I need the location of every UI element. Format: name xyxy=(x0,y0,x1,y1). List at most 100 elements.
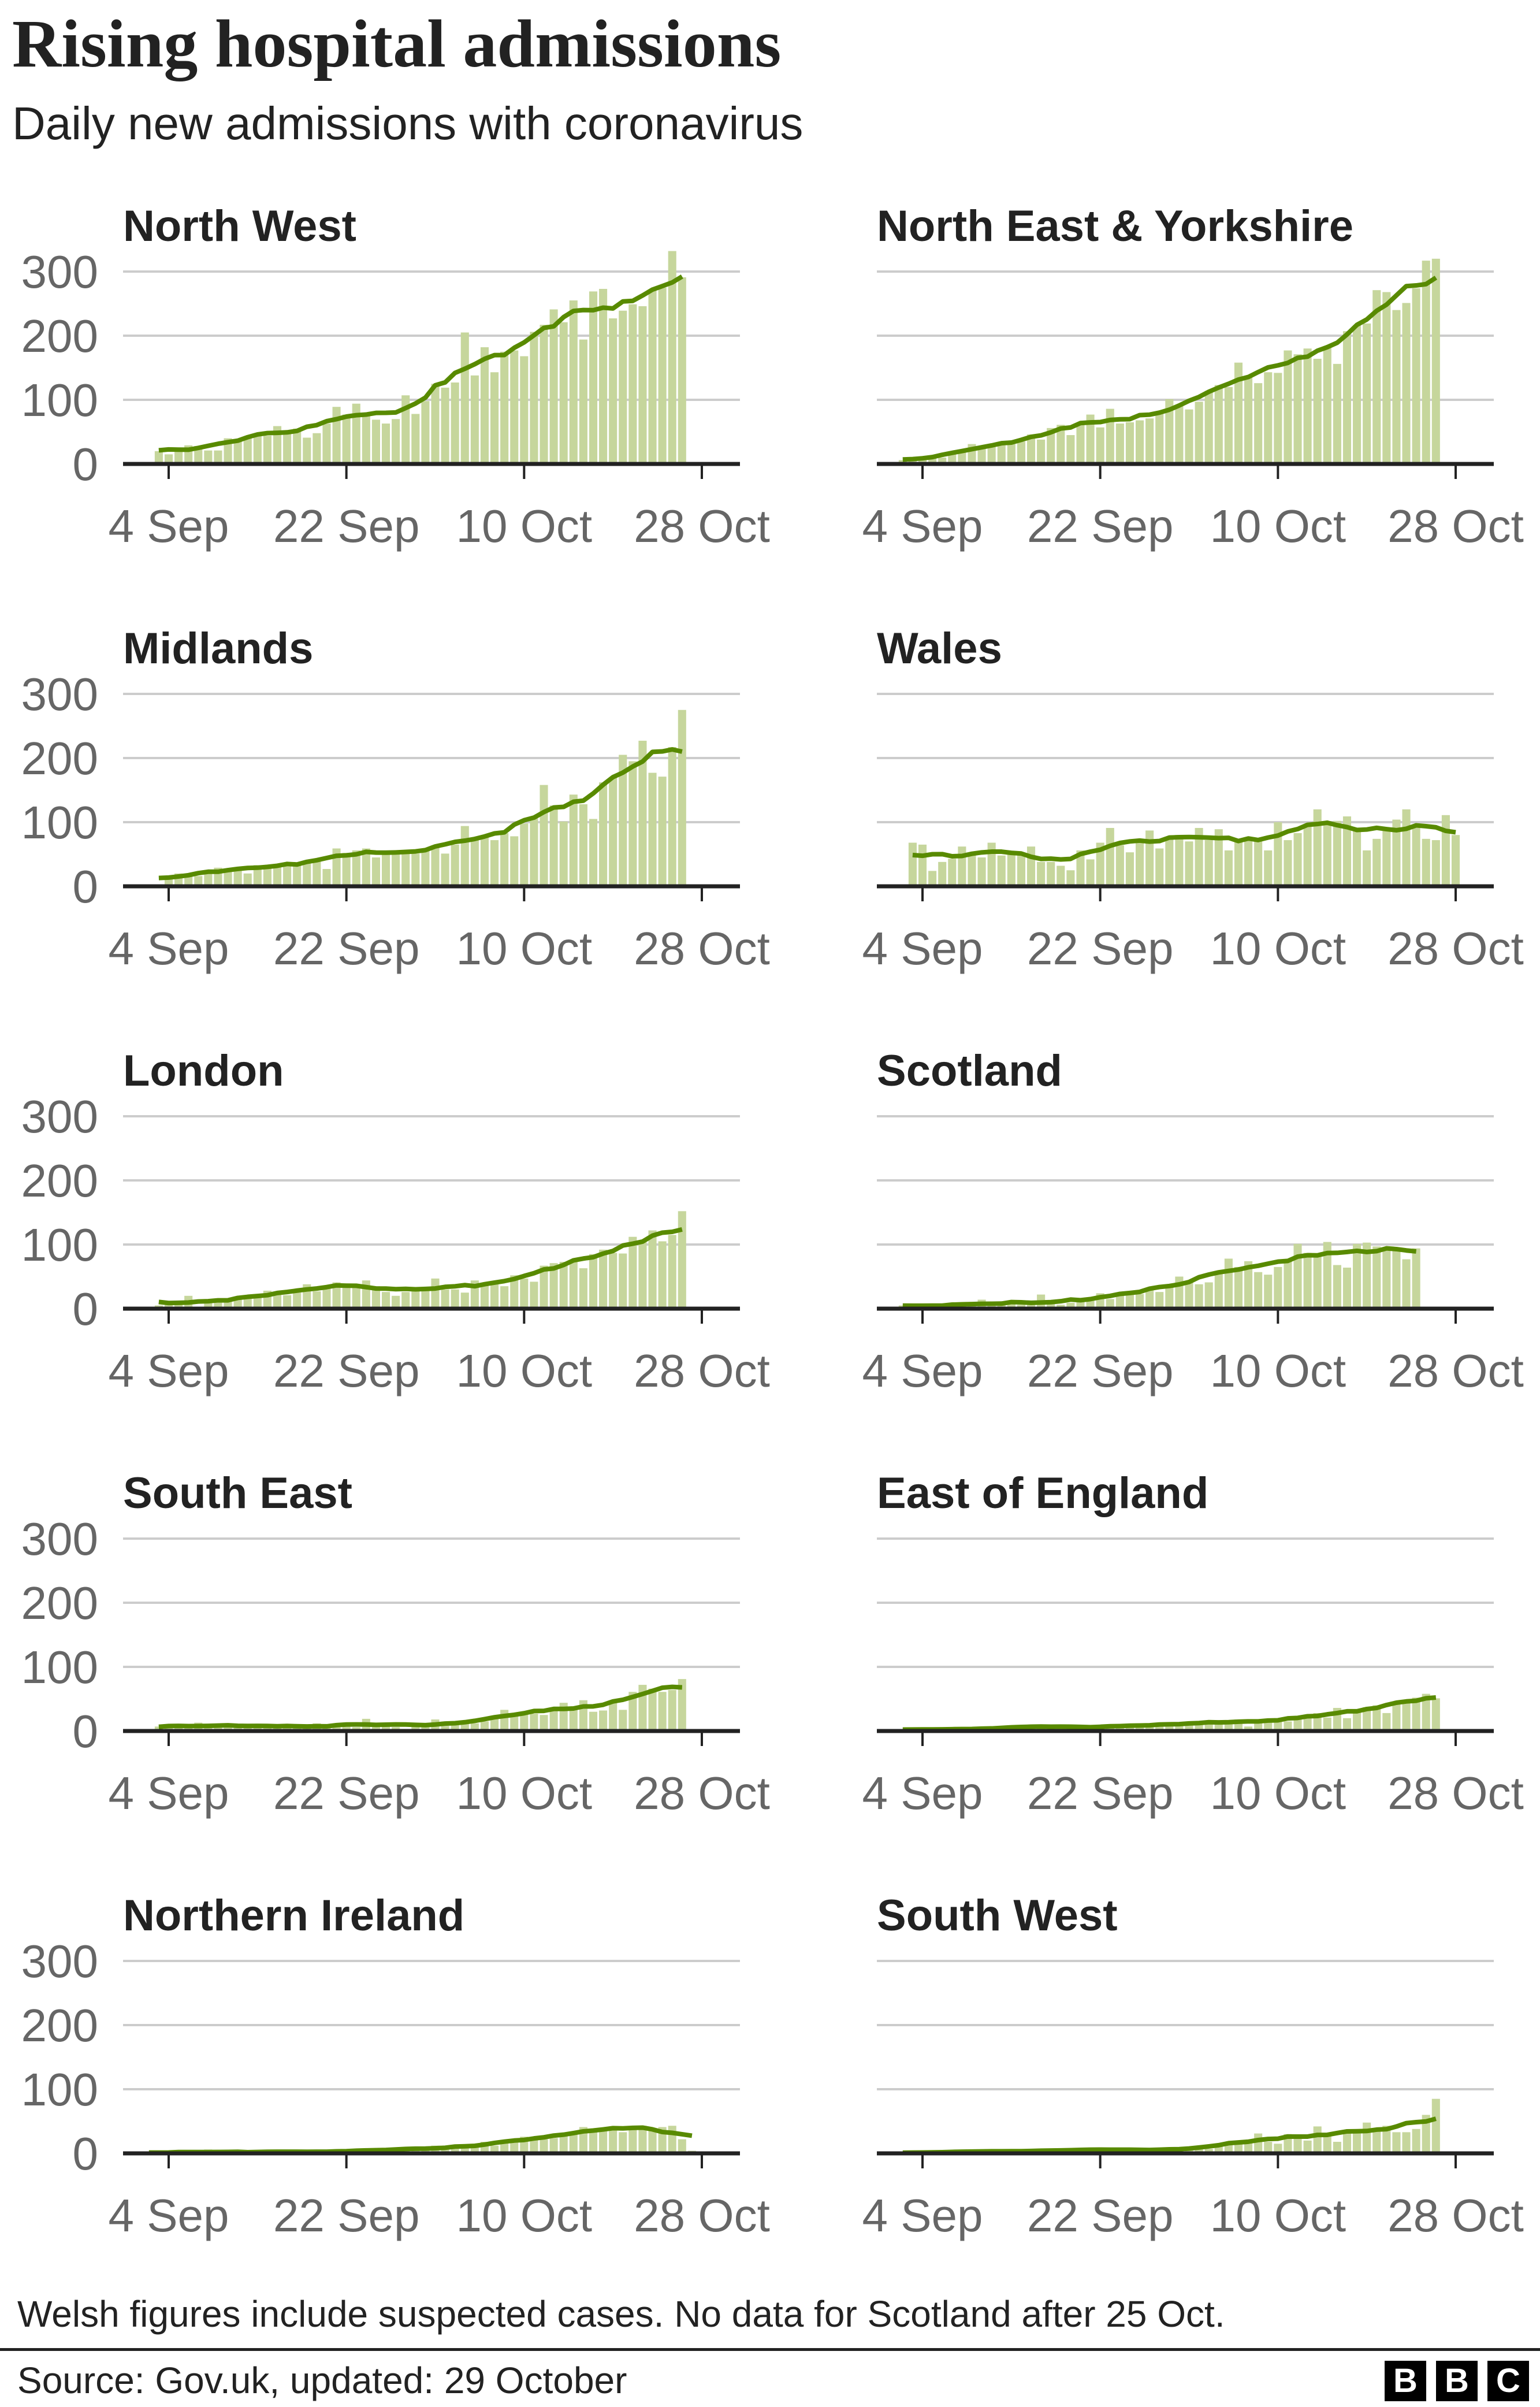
panel-scotland: Scotland 4 Sep 22 Sep 10 Oct 28 Oct xyxy=(862,1046,1523,1396)
x-tick-label: 4 Sep xyxy=(862,923,983,974)
bar xyxy=(1303,348,1312,464)
bar xyxy=(490,372,499,464)
panel-title: Wales xyxy=(877,624,1002,673)
average-line xyxy=(902,1246,1417,1308)
bar xyxy=(520,356,529,464)
bar xyxy=(530,818,538,886)
bar xyxy=(1204,391,1213,464)
bar xyxy=(1057,425,1065,464)
x-tick-label: 10 Oct xyxy=(1210,1767,1346,1819)
bar xyxy=(233,1726,242,1731)
bar xyxy=(322,424,331,464)
bar xyxy=(579,339,587,464)
bar xyxy=(1392,819,1401,886)
bar xyxy=(648,2128,657,2153)
bar xyxy=(1392,1701,1401,1731)
bar xyxy=(1096,842,1104,886)
bar xyxy=(470,375,479,464)
bar xyxy=(1224,850,1233,886)
bar xyxy=(948,454,957,464)
x-tick-label: 28 Oct xyxy=(634,1767,770,1819)
bar xyxy=(1372,1705,1381,1731)
y-tick-label: 0 xyxy=(73,2128,99,2179)
bar xyxy=(628,2127,637,2153)
bar xyxy=(1451,835,1460,886)
bar xyxy=(451,382,459,464)
bar xyxy=(510,350,519,464)
bar xyxy=(968,853,976,886)
bar xyxy=(648,1230,657,1309)
bar xyxy=(381,424,390,464)
bar xyxy=(1333,1265,1341,1309)
bar xyxy=(1007,852,1015,886)
bar xyxy=(599,1710,608,1731)
bar xyxy=(1214,1271,1223,1309)
bar xyxy=(638,741,647,886)
bar xyxy=(1284,1260,1292,1309)
bar xyxy=(1342,1718,1352,1731)
bar xyxy=(500,351,509,464)
bar xyxy=(293,864,302,886)
bar xyxy=(1254,383,1263,464)
y-tick-label: 100 xyxy=(21,2064,98,2115)
x-tick-label: 28 Oct xyxy=(634,2190,770,2241)
x-tick-label: 22 Sep xyxy=(1027,2190,1174,2241)
x-tick-label: 22 Sep xyxy=(273,1345,420,1396)
bar xyxy=(1422,838,1430,886)
x-tick-label: 28 Oct xyxy=(1388,1345,1524,1396)
bar xyxy=(1234,2142,1243,2153)
footnote: Welsh figures include suspected cases. N… xyxy=(17,2293,1225,2335)
x-tick-label: 22 Sep xyxy=(1027,923,1174,974)
bar xyxy=(1047,861,1055,886)
bar xyxy=(938,457,947,464)
bar xyxy=(638,1241,647,1309)
bar xyxy=(1274,373,1282,464)
bar xyxy=(154,1726,163,1731)
bar xyxy=(1353,2133,1362,2153)
bar xyxy=(1165,837,1174,886)
logo-letter: B xyxy=(1385,2361,1426,2401)
bar xyxy=(1323,348,1331,464)
panel-title: South East xyxy=(123,1469,352,1518)
bar xyxy=(1333,363,1341,464)
bar xyxy=(411,414,420,464)
bar xyxy=(451,1724,459,1731)
x-tick-label: 4 Sep xyxy=(862,1767,983,1819)
bar xyxy=(638,2126,647,2153)
panel-north-east-yorkshire: North East & Yorkshire 4 Sep 22 Sep 10 Oct 2… xyxy=(862,202,1523,552)
bar xyxy=(520,1711,529,1731)
bar xyxy=(263,867,271,886)
bar xyxy=(184,1726,193,1731)
bar xyxy=(648,290,657,464)
bar xyxy=(628,1236,637,1309)
panel-title: London xyxy=(123,1046,284,1095)
bar xyxy=(1145,1726,1154,1731)
panel-midlands: Midlands 0 100 200 300 4 Sep 22 Sep 10 Oct 28 Oc… xyxy=(21,624,770,974)
y-tick-label: 0 xyxy=(73,439,99,490)
bar xyxy=(1382,1248,1391,1309)
bar xyxy=(460,2148,469,2153)
bar xyxy=(589,291,598,464)
bar xyxy=(480,347,489,464)
x-tick-label: 4 Sep xyxy=(108,500,229,552)
bar xyxy=(1382,829,1391,886)
bar xyxy=(1303,1717,1312,1731)
bar xyxy=(1185,841,1193,886)
bar xyxy=(1264,850,1273,886)
bar xyxy=(253,433,262,464)
y-tick-label: 100 xyxy=(21,797,98,848)
bar xyxy=(1342,331,1352,464)
bar xyxy=(559,1261,568,1309)
average-line xyxy=(158,747,683,881)
bar xyxy=(164,454,173,464)
bar xyxy=(204,450,213,464)
bar xyxy=(1254,839,1263,886)
bar xyxy=(490,1281,499,1309)
bar xyxy=(362,414,370,464)
bar xyxy=(1115,1294,1124,1309)
bar xyxy=(549,309,558,464)
bar xyxy=(322,1726,331,1731)
bar xyxy=(411,853,420,886)
bar xyxy=(1333,820,1341,886)
bar xyxy=(243,873,252,886)
